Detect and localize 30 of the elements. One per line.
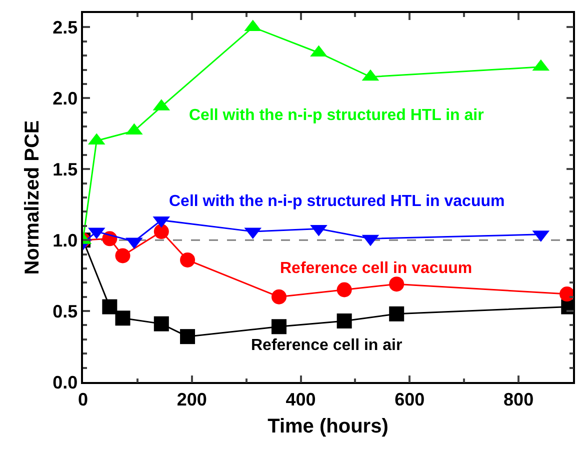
point <box>115 248 130 264</box>
y-tick-label: 0.5 <box>52 301 78 322</box>
point <box>336 282 352 298</box>
y-tick-label: 2.0 <box>52 88 78 108</box>
point <box>272 319 286 334</box>
x-tick-label: 0 <box>78 389 88 410</box>
x-axis-title: Time (hours) <box>268 415 388 438</box>
point <box>389 276 404 292</box>
y-tick-label: 0.0 <box>52 372 78 392</box>
x-tick-label: 400 <box>286 389 316 410</box>
series-label: Cell with the n-i-p structured HTL in air <box>189 107 484 124</box>
point <box>115 310 130 326</box>
point <box>336 313 352 328</box>
series-label: Reference cell in vacuum <box>280 260 472 277</box>
point <box>154 224 169 240</box>
point <box>102 299 118 314</box>
point <box>154 316 169 332</box>
y-tick-label: 1.0 <box>52 230 78 250</box>
y-axis-title: Normalized PCE <box>22 120 44 275</box>
point <box>180 252 196 268</box>
x-tick-label: 600 <box>394 389 425 410</box>
point <box>180 329 196 344</box>
series-label: Reference cell in air <box>251 337 402 354</box>
point <box>272 289 286 304</box>
series-label: Cell with the n-i-p structured HTL in vacuum <box>169 193 505 210</box>
x-tick-label: 800 <box>504 389 534 410</box>
point <box>389 306 404 322</box>
y-tick-label: 2.5 <box>52 17 78 38</box>
x-tick-label: 200 <box>176 389 207 410</box>
y-tick-label: 1.5 <box>52 159 78 180</box>
